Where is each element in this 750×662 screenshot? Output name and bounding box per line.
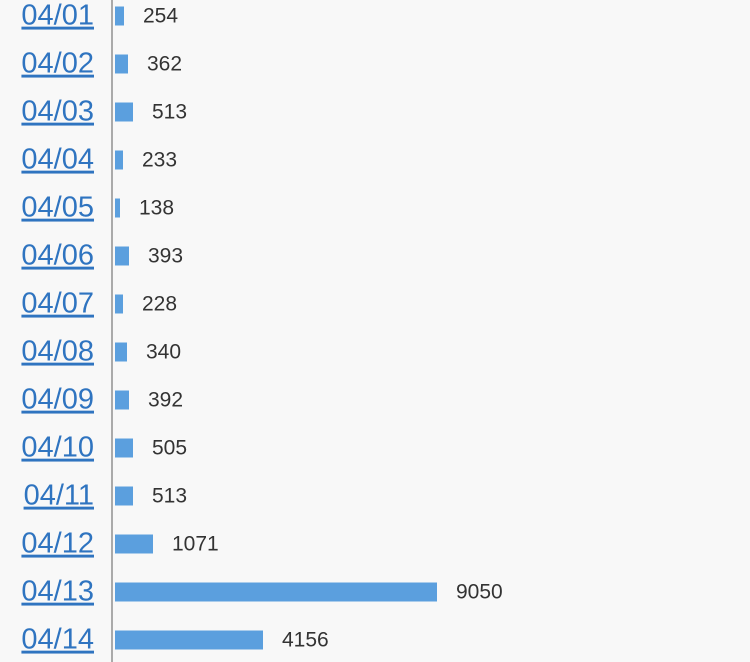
value-label-04-02: 362 — [147, 53, 182, 76]
date-link-04-01[interactable]: 04/01 — [21, 0, 94, 32]
bar-04-07 — [115, 294, 123, 314]
date-link-04-13[interactable]: 04/13 — [21, 576, 94, 608]
date-link-04-06[interactable]: 04/06 — [21, 240, 94, 272]
value-label-04-11: 513 — [152, 485, 187, 508]
bar-04-12 — [115, 534, 153, 554]
value-label-04-07: 228 — [142, 293, 177, 316]
date-link-04-11[interactable]: 04/11 — [24, 480, 94, 512]
date-link-04-02[interactable]: 04/02 — [21, 48, 94, 80]
value-label-04-06: 393 — [148, 245, 183, 268]
value-label-04-09: 392 — [148, 389, 183, 412]
bar-04-06 — [115, 246, 129, 266]
bar-04-01 — [115, 6, 124, 26]
date-link-04-08[interactable]: 04/08 — [21, 336, 94, 368]
date-link-04-05[interactable]: 04/05 — [21, 192, 94, 224]
date-link-04-09[interactable]: 04/09 — [21, 384, 94, 416]
date-link-04-10[interactable]: 04/10 — [21, 432, 94, 464]
value-label-04-05: 138 — [139, 197, 174, 220]
date-link-04-14[interactable]: 04/14 — [21, 624, 94, 656]
value-label-04-13: 9050 — [456, 581, 503, 604]
date-link-04-03[interactable]: 04/03 — [21, 96, 94, 128]
bar-04-13 — [115, 582, 437, 602]
bar-04-10 — [115, 438, 133, 458]
value-label-04-12: 1071 — [172, 533, 219, 556]
bar-04-03 — [115, 102, 133, 122]
value-label-04-10: 505 — [152, 437, 187, 460]
date-link-04-04[interactable]: 04/04 — [21, 144, 94, 176]
bar-04-09 — [115, 390, 129, 410]
bar-04-08 — [115, 342, 127, 362]
value-label-04-01: 254 — [143, 5, 178, 28]
bars-group: 04/01 254 04/02 362 04/03 513 04/04 233 04/05 138… — [21, 0, 502, 656]
date-link-04-12[interactable]: 04/12 — [21, 528, 94, 560]
bar-04-11 — [115, 486, 133, 506]
value-label-04-08: 340 — [146, 341, 181, 364]
value-label-04-14: 4156 — [282, 629, 329, 652]
bar-04-02 — [115, 54, 128, 74]
bar-04-14 — [115, 630, 263, 650]
value-label-04-03: 513 — [152, 101, 187, 124]
bar-04-04 — [115, 150, 123, 170]
date-link-04-07[interactable]: 04/07 — [21, 288, 94, 320]
bar-04-05 — [115, 198, 120, 218]
value-label-04-04: 233 — [142, 149, 177, 172]
